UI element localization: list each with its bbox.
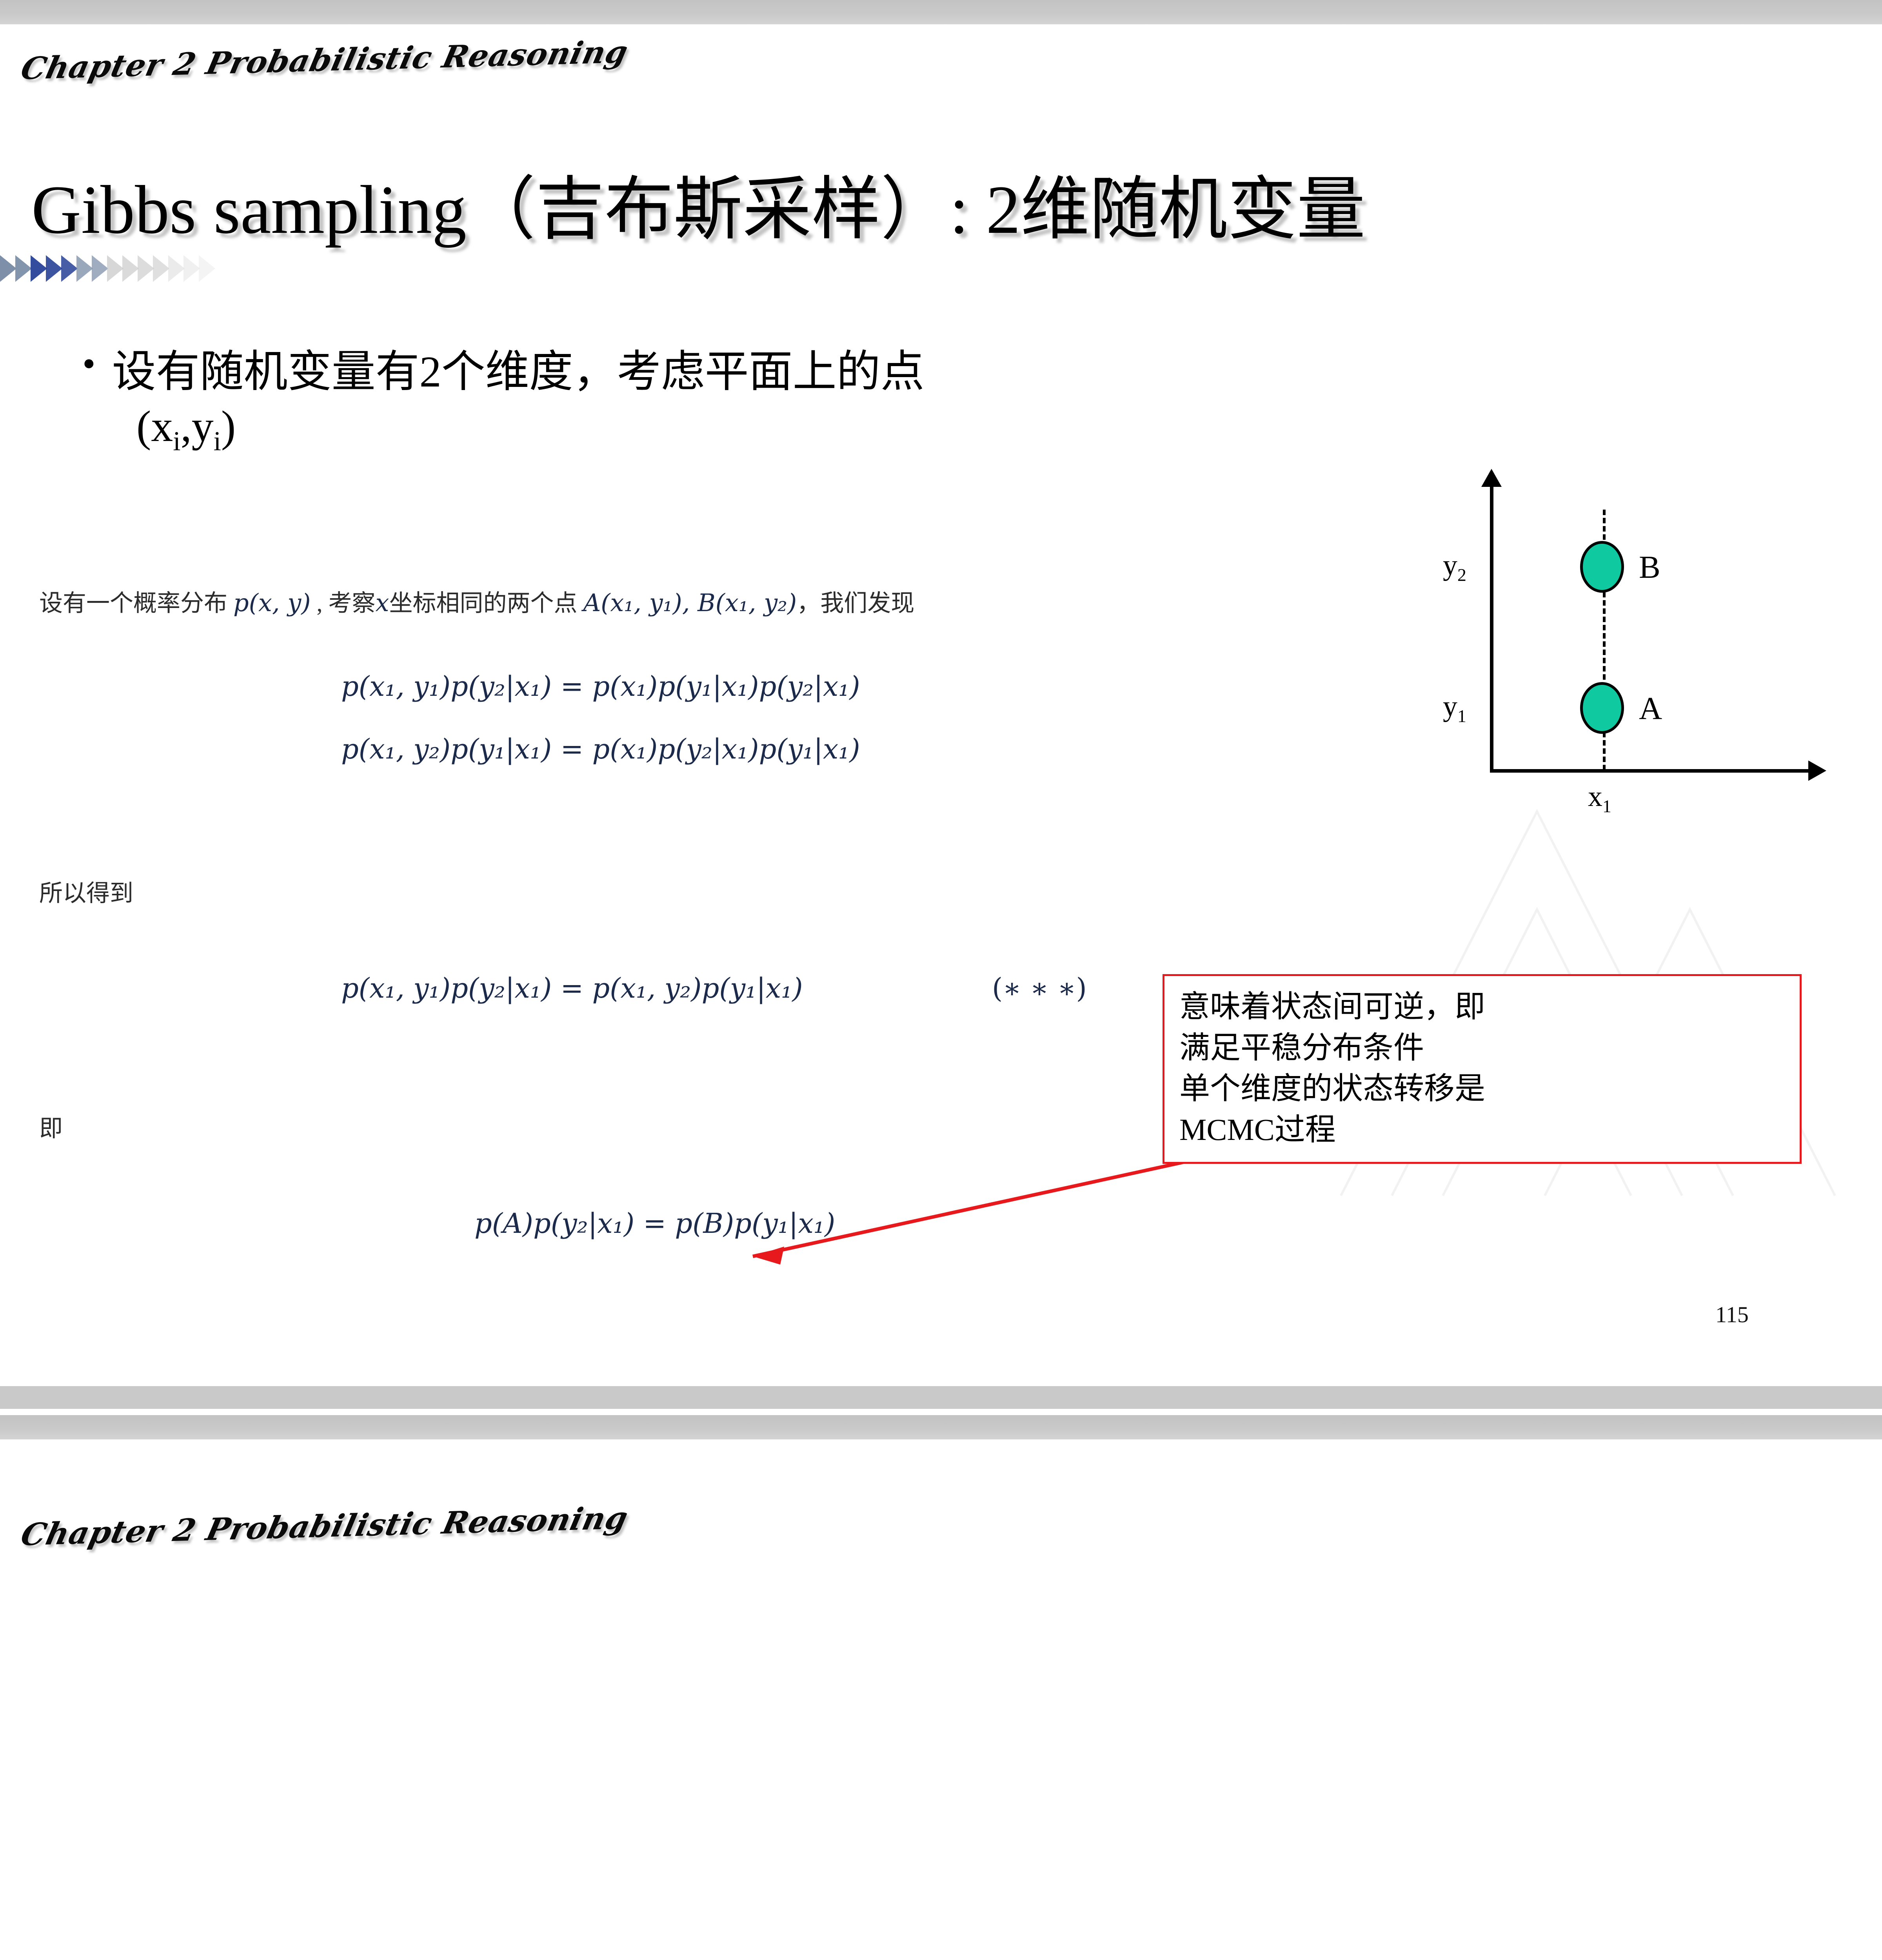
chevron-12 — [183, 255, 200, 282]
chapter-label-slide2: Chapter 2 Probabilistic Reasoning — [18, 1500, 632, 1553]
slide1-equation-2: p(x₁, y₂)p(y₁|x₁) = p(x₁)p(y₂|x₁)p(y₁|x₁… — [341, 733, 860, 765]
slide-gibbs-sampling: Chapter 2 Probabilistic Reasoning Gibbs … — [0, 0, 1882, 1327]
callout-line-2: 满足平稳分布条件 — [1179, 1030, 1424, 1065]
chevron-10 — [153, 255, 169, 282]
slide1-paragraph-1: 设有一个概率分布 p(x, y) , 考察x坐标相同的两个点 A(x₁, y₁)… — [39, 588, 915, 617]
y-axis-arrow-icon — [1481, 469, 1502, 487]
bullet-marker: • — [82, 343, 96, 385]
chevron-5 — [76, 255, 93, 282]
chevron-7 — [107, 255, 124, 282]
bullet-line-1: 设有随机变量有2个维度，考虑平面上的点 — [112, 348, 925, 396]
chevron-2 — [31, 255, 47, 282]
slide1-bullet-block: • 设有随机变量有2个维度，考虑平面上的点 (xi,yi) — [82, 345, 1768, 458]
y-axis — [1490, 486, 1493, 772]
chevron-3 — [46, 255, 62, 282]
y2-axis-label: y2 — [1443, 549, 1466, 585]
callout-line-4: MCMC过程 — [1179, 1112, 1336, 1147]
slide1-callout-box: 意味着状态间可逆，即 满足平稳分布条件 单个维度的状态转移是 MCMC过程 — [1163, 974, 1802, 1164]
node-B-label: B — [1639, 549, 1660, 585]
chevron-1 — [15, 255, 32, 282]
chapter-label-slide1: Chapter 2 Probabilistic Reasoning — [18, 34, 632, 87]
x-axis-arrow-icon — [1808, 760, 1826, 781]
slide-transition-matrix: Chapter 2 Probabilistic Reasoning Constr… — [0, 1415, 1882, 1960]
slide1-equation-3: p(x₁, y₁)p(y₂|x₁) = p(x₁, y₂)p(y₁|x₁) — [341, 972, 803, 1004]
callout-line-3: 单个维度的状态转移是 — [1179, 1071, 1486, 1106]
chevron-9 — [138, 255, 154, 282]
chevron-6 — [92, 255, 108, 282]
bullet-line-2: (xi,yi) — [136, 402, 236, 457]
slide1-chevron-ribbon — [0, 255, 215, 282]
x1-axis-label: x1 — [1588, 780, 1611, 816]
slide1-label-thatis: 即 — [39, 1116, 63, 1142]
slide1-equation-4: p(A)p(y₂|x₁) = p(B)p(y₁|x₁) — [474, 1207, 836, 1240]
slide1-equation-1: p(x₁, y₁)p(y₂|x₁) = p(x₁)p(y₁|x₁)p(y₂|x₁… — [341, 670, 860, 702]
y1-axis-label: y1 — [1443, 690, 1466, 726]
callout-line-1: 意味着状态间可逆，即 — [1179, 989, 1486, 1024]
slide-separator-band — [0, 1380, 1882, 1415]
x-axis — [1490, 769, 1811, 773]
chevron-11 — [168, 255, 185, 282]
chevron-4 — [61, 255, 78, 282]
slide1-coordinate-diagram: B A y2 y1 x1 — [1443, 469, 1843, 816]
slide1-label-therefore: 所以得到 — [39, 880, 133, 906]
chevron-0 — [0, 255, 16, 282]
chevron-8 — [122, 255, 139, 282]
node-B — [1580, 541, 1624, 593]
slide1-page-number: 115 — [1715, 1302, 1749, 1327]
slide1-top-band — [0, 0, 1882, 24]
callout-leader-arrow — [752, 1158, 1192, 1265]
slide1-title: Gibbs sampling（吉布斯采样）: 2维随机变量 — [31, 172, 1366, 248]
node-A-label: A — [1639, 690, 1662, 726]
node-A — [1580, 682, 1624, 734]
chevron-13 — [199, 255, 215, 282]
slide2-top-band — [0, 1415, 1882, 1439]
x1-guide-line — [1603, 510, 1606, 770]
slide1-equation-3-mark: (∗ ∗ ∗) — [992, 972, 1087, 1004]
